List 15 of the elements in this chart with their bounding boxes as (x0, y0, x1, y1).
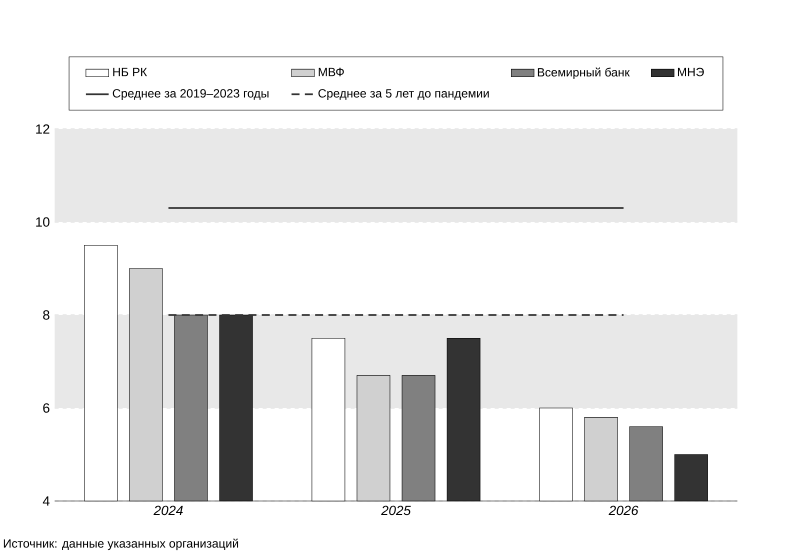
y-tick-label: 12 (36, 124, 50, 134)
legend-label: НБ РК (113, 68, 148, 76)
legend-label: Среднее за 2019–2023 годы (112, 89, 268, 100)
legend-label: Всемирный банк (538, 68, 630, 79)
y-tick-label: 10 (36, 217, 50, 227)
y-tick-label: 8 (43, 310, 50, 320)
legend-label: Среднее за 5 лет до пандемии (318, 89, 489, 100)
y-tick-label: 4 (42, 496, 50, 506)
x-tick-label: 2026 (608, 506, 638, 516)
text: Источник: данные указанных организаций (4, 538, 238, 550)
legend-label: МНЭ (678, 68, 704, 76)
y-tick-label: 6 (43, 403, 50, 413)
legend-label: МВФ (318, 68, 344, 76)
x-tick-label: 2024 (154, 506, 183, 516)
x-tick-label: 2025 (381, 506, 411, 516)
